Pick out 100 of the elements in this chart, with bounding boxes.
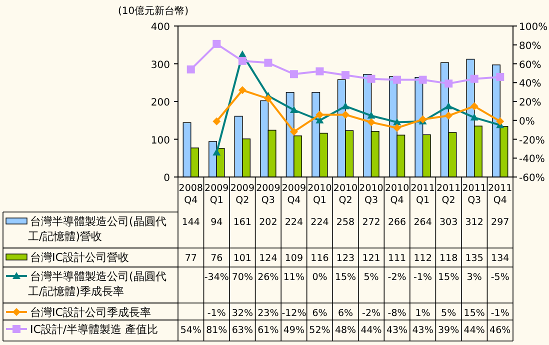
data-label: 52% [309,325,330,336]
x-tick-label: 2010 Q1 [308,183,332,206]
point [393,124,402,132]
data-label: 48% [334,325,356,336]
point [238,56,246,65]
point [290,128,298,136]
point [290,106,298,113]
point [444,80,453,88]
point [418,76,427,84]
y2-tick-label: -60% [519,173,545,184]
point [316,67,324,76]
data-label: 43% [386,325,408,336]
data-label: -1% [207,308,226,319]
data-label: 116 [310,253,329,264]
point [186,65,195,74]
data-label: 81% [206,325,228,336]
legend-label: 台灣半導體製造公司(晶圓代工/記憶體)季成長率 [28,270,166,298]
data-label: 44% [360,325,382,336]
point [212,148,221,156]
data-label: 77 [184,253,197,264]
data-label: 121 [362,253,380,264]
data-label: 264 [414,217,432,228]
data-label: 26% [258,272,279,283]
point [393,76,402,84]
legend-label: IC設計/半導體製造 產值比 [30,323,158,336]
y-tick-label: 400 [150,22,170,33]
data-label: 161 [233,217,252,228]
legend-label: 台灣IC設計公司季成長率 [30,306,151,319]
data-label: 46% [490,325,511,336]
point [342,110,350,119]
data-label: -8% [388,308,406,319]
data-label: 5% [441,308,456,319]
data-label: 112 [414,253,432,264]
data-label: 118 [440,253,458,264]
data-label: 5% [364,272,379,283]
data-label: 3% [466,272,482,283]
data-label: 297 [491,217,510,228]
y-tick-label: 0 [164,173,170,184]
point [444,112,453,120]
x-tick-label: 2011 Q2 [436,183,461,206]
data-label: -5% [490,272,510,283]
y-axis-title: (10億元新台幣) [118,5,189,17]
x-tick-label: 2011 Q3 [462,183,486,206]
point [264,58,272,67]
point [212,40,221,48]
data-label: 258 [336,217,355,228]
data-label: 123 [336,253,355,264]
y2-tick-label: 40% [519,78,542,90]
data-label: 224 [284,217,304,228]
data-label: 76 [210,253,223,264]
x-tick-label: 2008 Q4 [178,183,203,206]
data-label: -1% [414,272,432,283]
x-tick-label: 2011 Q4 [488,183,512,206]
y2-tick-label: -40% [519,154,545,166]
data-label: 124 [259,253,278,264]
point [367,118,376,126]
x-tick-label: 2011 Q1 [410,183,435,206]
x-tick-label: 2010 Q2 [333,183,358,206]
data-label: -34% [204,272,229,283]
data-label: 11% [283,272,305,283]
x-tick-label: 2010 Q3 [359,183,384,206]
data-label: -2% [362,308,381,319]
data-label: 32% [232,308,253,319]
point [342,102,350,110]
data-label: 49% [283,325,305,336]
data-label: 15% [334,272,356,283]
point [367,74,376,83]
x-tick-label: 2009 Q1 [204,183,229,206]
data-label: 135 [465,253,484,264]
data-label: 0% [312,272,328,283]
y-tick-label: 200 [150,98,170,108]
y2-tick-label: -20% [519,135,545,146]
point [444,102,453,110]
point [290,70,298,78]
y2-tick-label: 80% [519,40,542,52]
data-label: -2% [388,272,406,283]
point [316,110,324,119]
data-label: 23% [258,308,279,319]
data-label: 44% [464,325,485,336]
point [342,71,350,80]
data-label: 312 [465,217,484,228]
point [367,112,376,119]
x-tick-label: 2010 Q4 [384,183,410,206]
data-label: 101 [233,253,252,264]
data-label: 134 [491,253,510,264]
data-label: 111 [388,253,406,264]
data-label: 15% [464,308,485,319]
x-tick-label: 2009 Q4 [282,183,306,206]
y-tick-label: 300 [150,60,170,71]
data-label: 70% [232,272,253,283]
y2-tick-label: 60% [519,60,542,71]
point [238,86,246,94]
data-label: 202 [259,217,278,228]
data-label: 43% [412,325,434,336]
point [238,50,246,58]
data-label: 15% [438,272,460,283]
data-label: 272 [362,217,380,228]
y2-tick-label: 0% [519,116,535,128]
point [496,117,504,126]
data-label: 144 [182,217,200,228]
